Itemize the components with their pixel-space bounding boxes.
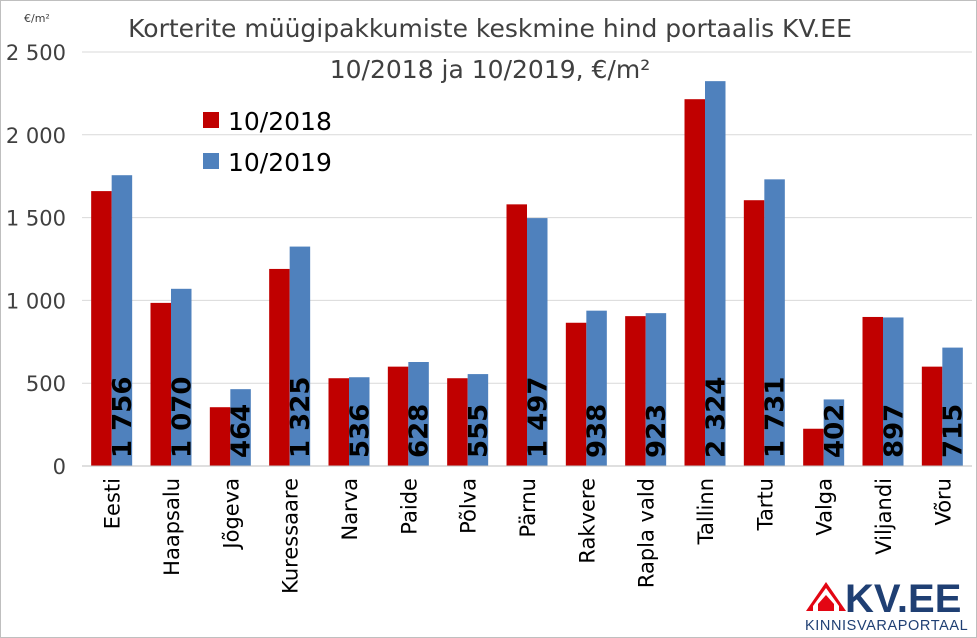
- bar-2018: [269, 268, 290, 466]
- x-category-label: Paide: [397, 478, 421, 535]
- x-category-label: Tartu: [753, 478, 777, 531]
- data-label-2019: 715: [939, 404, 969, 458]
- chart-title: Korterite müügipakkumiste keskmine hind …: [128, 14, 852, 43]
- x-category-label: Pärnu: [516, 478, 540, 537]
- bar-2018: [91, 191, 112, 466]
- bar-2019: [289, 246, 311, 466]
- logo-text: KV.EE: [845, 577, 961, 621]
- bar-2019: [705, 81, 726, 466]
- chart-subtitle: 10/2018 ja 10/2019, €/m²: [330, 55, 650, 84]
- data-label-2019: 555: [464, 404, 494, 458]
- bar-2019: [527, 218, 548, 466]
- y-axis-ticks: 0 500 1 000 1 500 2 000 2 500: [6, 41, 66, 479]
- data-label-2019: 1 756: [108, 377, 138, 458]
- bar-2019: [645, 313, 667, 466]
- legend-label-2019: 10/2019: [228, 148, 332, 177]
- y-tick-label: 1 500: [6, 207, 66, 231]
- legend-label-2018: 10/2018: [228, 107, 332, 136]
- bar-2018: [328, 378, 349, 466]
- kv-ee-logo: KV.EE KINNISVARAPORTAAL: [803, 575, 969, 634]
- data-label-2019: 1 497: [523, 377, 553, 458]
- bars: [91, 81, 963, 467]
- bar-2018: [743, 200, 765, 466]
- house-icon: [806, 582, 846, 611]
- bar-2018: [447, 378, 468, 466]
- bar-2019: [408, 362, 429, 466]
- data-label-2019: 536: [345, 404, 375, 458]
- bar-2018: [684, 99, 705, 467]
- data-label-2019: 1 731: [761, 377, 791, 458]
- bar-2018: [862, 316, 883, 466]
- bar-2019: [111, 175, 133, 466]
- data-label-2019: 628: [405, 404, 435, 458]
- data-label-2019: 1 070: [167, 377, 197, 458]
- data-label-2019: 897: [879, 404, 909, 458]
- bar-2019: [942, 347, 963, 466]
- data-label-2019: 1 325: [286, 377, 316, 458]
- x-category-label: Valga: [813, 478, 837, 536]
- data-label-2019: 402: [820, 404, 850, 458]
- bar-2018: [387, 366, 409, 466]
- x-category-label: Viljandi: [872, 478, 896, 555]
- x-category-label: Põlva: [457, 478, 481, 534]
- bar-2019: [823, 399, 845, 466]
- x-category-label: Narva: [338, 478, 362, 541]
- x-category-label: Eesti: [101, 478, 125, 529]
- y-tick-label: 1 000: [6, 289, 66, 313]
- bar-2019: [586, 310, 607, 466]
- legend: 10/2018 10/2019: [203, 107, 332, 177]
- bar-2018: [565, 322, 587, 466]
- bar-2018: [209, 407, 231, 466]
- bar-2018: [803, 428, 824, 466]
- y-tick-label: 0: [53, 455, 66, 479]
- x-category-label: Jõgeva: [219, 478, 243, 551]
- bar-2018: [150, 302, 171, 466]
- bar-2019: [171, 288, 192, 466]
- y-tick-label: 500: [26, 372, 66, 396]
- data-labels: 1 756 1 070 464 1 325 536 628 555 1 497 938 923 2 …: [108, 377, 969, 458]
- x-category-label: Rakvere: [575, 478, 599, 564]
- y-tick-label: 2 000: [6, 124, 66, 148]
- data-label-2019: 938: [583, 404, 613, 458]
- x-category-label: Tallinn: [694, 478, 718, 545]
- bar-2019: [764, 179, 785, 466]
- bar-2019: [349, 377, 370, 466]
- data-label-2019: 2 324: [701, 377, 731, 458]
- x-category-label: Kuressaare: [279, 478, 303, 594]
- x-category-label: Haapsalu: [160, 478, 184, 576]
- legend-swatch-2018: [203, 112, 219, 128]
- bar-2018: [506, 204, 527, 467]
- legend-swatch-2019: [203, 153, 219, 169]
- bar-2018: [625, 316, 646, 466]
- data-label-2019: 464: [227, 404, 257, 458]
- y-tick-label: 2 500: [6, 41, 66, 65]
- bar-2018: [921, 366, 943, 466]
- y-axis-unit: €/m²: [24, 12, 50, 25]
- logo-subtitle: KINNISVARAPORTAAL: [805, 618, 968, 634]
- x-category-label: Võru: [931, 478, 955, 526]
- bar-2019: [883, 317, 904, 466]
- bar-2019: [230, 389, 251, 466]
- bar-2019: [467, 374, 489, 466]
- data-label-2019: 923: [642, 404, 672, 458]
- x-axis-categories: Eesti Haapsalu Jõgeva Kuressaare Narva Paide P…: [101, 478, 956, 594]
- x-category-label: Rapla vald: [635, 478, 659, 588]
